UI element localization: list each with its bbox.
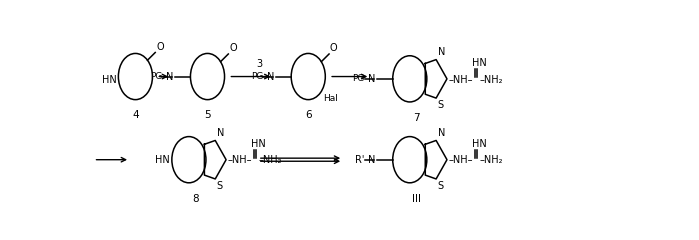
Text: –NH₂: –NH₂ [480,156,503,165]
Text: 5: 5 [204,110,211,120]
Text: –NH–: –NH– [449,156,473,165]
Text: PG: PG [150,72,163,81]
Text: Hal: Hal [323,94,338,103]
Text: N: N [438,47,445,57]
Text: III: III [412,194,421,204]
Text: S: S [438,100,444,110]
Text: O: O [330,43,338,53]
Text: HN: HN [154,156,170,165]
Text: –NH₂: –NH₂ [259,156,282,165]
Text: 6: 6 [305,110,312,120]
Text: PG: PG [352,74,365,83]
Text: N: N [368,155,375,165]
Text: N: N [267,72,274,82]
Text: S: S [438,181,444,191]
Text: –NH₂: –NH₂ [480,75,503,85]
Text: 7: 7 [413,113,420,123]
Text: HN: HN [251,139,266,149]
Text: PG: PG [251,72,264,81]
Text: O: O [229,43,237,53]
Text: N: N [166,72,173,82]
Text: HN: HN [472,58,487,68]
Text: N: N [217,128,224,138]
Text: –NH–: –NH– [228,156,252,165]
Text: –NH–: –NH– [449,75,473,85]
Text: HN: HN [102,75,117,85]
Text: O: O [156,42,164,52]
Text: S: S [217,181,223,191]
Text: 8: 8 [192,194,199,204]
Text: R': R' [356,155,365,165]
Text: N: N [368,74,375,84]
Text: HN: HN [472,139,487,149]
Text: N: N [438,128,445,138]
Text: 4: 4 [132,110,138,120]
Text: 3: 3 [257,59,263,69]
